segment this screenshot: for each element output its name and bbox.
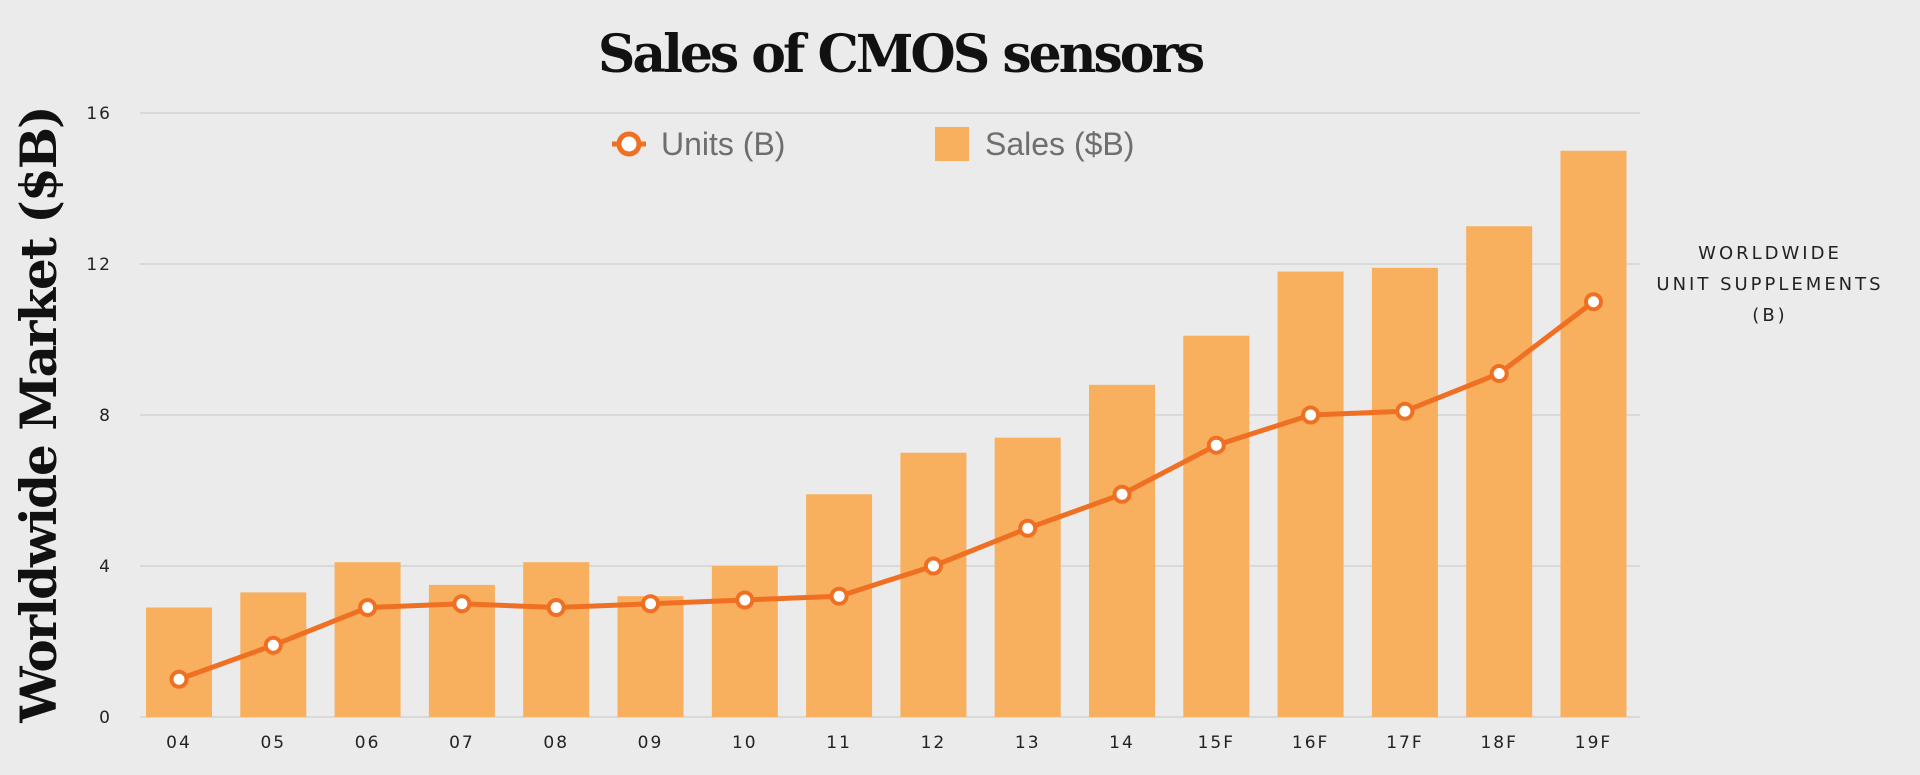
y-tick-label: 12: [86, 255, 112, 275]
x-tick-label: 15F: [1198, 733, 1235, 753]
units-point-14: [1112, 484, 1132, 504]
bar-17F: [1371, 267, 1438, 717]
bar-14: [1089, 384, 1155, 717]
y-tick-label: 4: [99, 557, 112, 577]
units-line: [178, 299, 1596, 682]
chart-title: Sales of CMOS sensors: [598, 24, 1204, 85]
bar-08: [523, 562, 590, 717]
units-point-08: [546, 598, 566, 618]
x-tick-label: 11: [826, 733, 852, 753]
units-point-19F: [1584, 292, 1603, 312]
units-point-06: [358, 598, 378, 618]
y-tick-labels: 0 4 8 12 16: [86, 104, 112, 728]
x-tick-label: 04: [166, 733, 192, 753]
x-tick-label: 16F: [1292, 733, 1329, 753]
y-tick-label: 0: [99, 708, 112, 728]
x-tick-label: 06: [355, 733, 381, 753]
bar-15F: [1183, 335, 1250, 717]
bar-12: [900, 452, 967, 717]
x-tick-label: 10: [732, 733, 758, 753]
x-tick-label: 09: [638, 733, 664, 753]
units-point-12: [923, 556, 943, 576]
right-axis-label: WORLDWIDE UNIT SUPPLEMENTS (B): [1656, 243, 1883, 326]
x-tick-label: 18F: [1480, 733, 1517, 753]
legend-sales-label: Sales ($B): [985, 126, 1134, 162]
bar-13: [994, 437, 1061, 717]
units-point-17F: [1395, 401, 1415, 421]
x-tick-label: 08: [543, 733, 569, 753]
units-point-04: [169, 669, 189, 689]
legend-units-label: Units (B): [661, 126, 785, 162]
x-tick-label: 05: [260, 733, 286, 753]
x-tick-label: 19F: [1575, 733, 1612, 753]
bar-16F: [1277, 271, 1344, 717]
legend: Units (B) Sales ($B): [612, 126, 1134, 162]
x-tick-label: 12: [921, 733, 947, 753]
y-axis-label: Worldwide Market ($B): [9, 107, 68, 723]
units-point-11: [829, 586, 849, 606]
right-axis-label-line-3: (B): [1752, 305, 1787, 326]
right-axis-label-line-1: WORLDWIDE: [1698, 243, 1842, 264]
bar-19F: [1560, 150, 1627, 717]
legend-sales-swatch: [935, 127, 969, 161]
units-point-13: [1018, 518, 1038, 538]
units-point-15F: [1206, 435, 1226, 455]
legend-units-marker: [612, 131, 646, 157]
units-point-16F: [1301, 405, 1321, 425]
bar-10: [711, 566, 778, 717]
units-point-18F: [1489, 363, 1509, 383]
bar-09: [617, 596, 684, 717]
sales-bars: [146, 150, 1627, 717]
bar-06: [334, 562, 401, 717]
x-tick-label: 07: [449, 733, 475, 753]
bar-04: [146, 607, 212, 717]
x-tick-label: 13: [1015, 733, 1041, 753]
y-tick-label: 8: [99, 406, 112, 426]
units-point-05: [263, 635, 283, 655]
units-point-10: [735, 590, 755, 610]
units-point-09: [641, 594, 660, 614]
right-axis-label-line-2: UNIT SUPPLEMENTS: [1656, 274, 1883, 295]
x-tick-labels: 04 05 06 07 08 09 10 11 12 13 14 15F 16F 17F 18F 19F: [166, 733, 1612, 753]
bar-18F: [1466, 226, 1533, 717]
x-tick-label: 17F: [1386, 733, 1423, 753]
units-line-series: [169, 292, 1603, 689]
x-tick-label: 14: [1109, 733, 1135, 753]
y-tick-label: 16: [86, 104, 112, 124]
units-point-07: [452, 594, 472, 614]
